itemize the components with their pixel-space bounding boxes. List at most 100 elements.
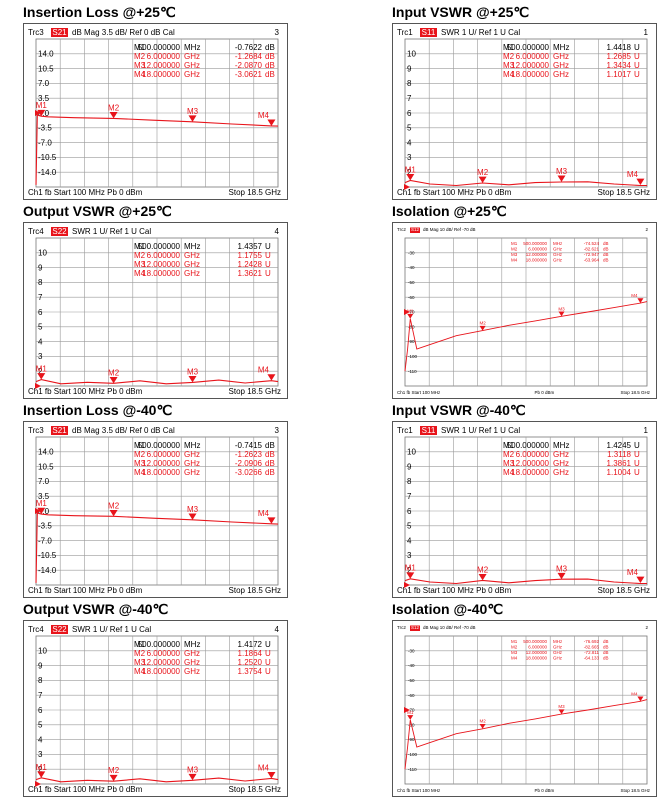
y-tick-label: 9 <box>38 263 43 272</box>
marker-value-unit: U <box>265 649 271 658</box>
marker-value-unit: dB <box>265 450 275 459</box>
y-tick-label: 3 <box>407 551 412 560</box>
marker-value-unit: U <box>265 251 271 260</box>
footer-stop: Stop 18.5 GHz <box>229 387 281 396</box>
marker-value-unit: U <box>634 450 640 459</box>
marker-name: M2 <box>134 251 146 260</box>
marker-freq: 6.000000 <box>516 52 550 61</box>
marker-tag: M4 <box>258 509 270 518</box>
marker-name: M1 <box>134 43 146 52</box>
marker-freq: 18.000000 <box>526 258 548 263</box>
chart-svg: Trc4 S22 SWR 1 U/ Ref 1 U Cal 41098765432M1… <box>28 227 281 396</box>
marker-triangle <box>267 119 276 126</box>
marker-value: -76.692 <box>584 639 600 644</box>
marker-name: M1 <box>503 441 515 450</box>
param-badge <box>51 227 68 236</box>
marker-value: 1.3434 <box>607 61 632 70</box>
marker-value: 1.1017 <box>607 70 632 79</box>
analyzer-screen: Trc4 S22 SWR 1 U/ Ref 1 U Cal 4 10 9 8 7 6 5 4 3 2 M1… <box>23 620 288 797</box>
marker-tag: M3 <box>187 505 199 514</box>
chart-title: Isolation @+25℃ <box>392 203 507 219</box>
marker-tag: M3 <box>556 564 568 573</box>
marker-triangle <box>37 373 46 380</box>
trace-label: Trc1 <box>397 28 413 37</box>
analyzer-screen: Trc2 S12 dB Mag 10 dB/ Ref -70 dB 2 -30 -40 -… <box>392 620 657 797</box>
marker-freq: 12.000000 <box>142 61 180 70</box>
y-tick-label: -100 <box>408 354 418 359</box>
y-tick-label: -60 <box>408 295 415 300</box>
marker-value-unit: dB <box>265 441 275 450</box>
footer-start: Ch1 fb Start 100 MHz <box>397 390 441 395</box>
y-tick-label: -90 <box>408 339 415 344</box>
marker-value-unit: dB <box>603 258 609 263</box>
marker-name: M4 <box>134 70 146 79</box>
marker-unit: GHz <box>553 52 569 61</box>
y-tick-label: 10 <box>38 647 47 656</box>
trace-line <box>404 301 648 372</box>
marker-name: M1 <box>134 640 146 649</box>
analyzer-screen: Trc2 S12 dB Mag 10 dB/ Ref -70 dB 2 -30 -40 -… <box>392 222 657 399</box>
marker-freq: 12.000000 <box>526 252 548 257</box>
marker-freq: 500.000000 <box>523 639 547 644</box>
param-label: S11 <box>422 28 436 37</box>
param-label: S12 <box>411 227 420 232</box>
footer-stop: Stop 18.5 GHz <box>598 188 650 197</box>
footer-start: Ch1 fb Start 100 MHz Pb 0 dBm <box>28 586 143 595</box>
marker-unit: MHz <box>184 43 200 52</box>
y-tick-label: -60 <box>408 693 415 698</box>
marker-freq: 6.000000 <box>147 649 181 658</box>
footer-start: Ch1 fb Start 100 MHz Pb 0 dBm <box>397 586 512 595</box>
param-label: S12 <box>411 625 420 630</box>
marker-value: -74.524 <box>584 241 600 246</box>
chart-panel: Output VSWR @-40℃ Trc4 S22 SWR 1 U/ Ref 1 … <box>23 601 288 797</box>
marker-freq: 500.000000 <box>138 640 181 649</box>
marker-unit: GHz <box>553 459 569 468</box>
marker-tag: M3 <box>558 704 565 709</box>
param-badge <box>410 227 420 233</box>
marker-name: M1 <box>503 43 515 52</box>
chart-svg: Trc3 S21 dB Mag 3.5 dB/ Ref 0 dB Cal 3 14.0 1… <box>28 426 281 595</box>
y-tick-label: 10.5 <box>38 462 54 471</box>
marker-name: M1 <box>134 242 146 251</box>
marker-freq: 6.000000 <box>528 247 547 252</box>
marker-name: M4 <box>503 468 515 477</box>
marker-value: -0.7415 <box>235 441 263 450</box>
footer-stop: Stop 18.5 GHz <box>229 586 281 595</box>
marker-unit: GHz <box>553 70 569 79</box>
marker-tag: M2 <box>108 103 120 112</box>
marker-value-unit: U <box>634 61 640 70</box>
analyzer-screen: Trc3 S21 dB Mag 3.5 dB/ Ref 0 dB Cal 3 14.0 1… <box>23 23 288 200</box>
marker-value-unit: U <box>634 459 640 468</box>
param-badge <box>51 426 68 435</box>
marker-freq: 18.000000 <box>142 468 180 477</box>
marker-unit: GHz <box>553 258 563 263</box>
marker-name: M4 <box>503 70 515 79</box>
marker-triangle <box>109 377 118 384</box>
marker-unit: MHz <box>553 241 563 246</box>
trace-label: Trc4 <box>28 227 44 236</box>
marker-value-unit: dB <box>603 645 609 650</box>
marker-triangle <box>557 572 566 580</box>
chart-title: Output VSWR @-40℃ <box>23 601 169 617</box>
marker-value: 1.2685 <box>607 52 632 61</box>
y-tick-label: 6 <box>38 308 43 317</box>
marker-freq: 6.000000 <box>147 251 181 260</box>
y-tick-label: 7 <box>38 691 43 700</box>
marker-triangle <box>479 723 486 729</box>
scale-label: dB Mag 3.5 dB/ Ref 0 dB Cal <box>72 28 175 37</box>
marker-unit: GHz <box>184 61 200 70</box>
marker-name: M1 <box>511 639 518 644</box>
marker-triangle <box>109 509 118 517</box>
trace-line <box>35 114 279 185</box>
footer-power: Pb 0 dBm <box>535 788 555 793</box>
marker-value-unit: U <box>634 468 640 477</box>
y-tick-label: 8 <box>407 79 412 88</box>
marker-freq: 18.000000 <box>142 70 180 79</box>
y-tick-label: 14.0 <box>38 448 54 457</box>
marker-name: M4 <box>134 269 146 278</box>
marker-value: -64.133 <box>584 656 600 661</box>
marker-name: M4 <box>511 656 518 661</box>
marker-triangle <box>478 573 487 581</box>
marker-value-unit: U <box>265 640 271 649</box>
marker-value-unit: U <box>634 70 640 79</box>
